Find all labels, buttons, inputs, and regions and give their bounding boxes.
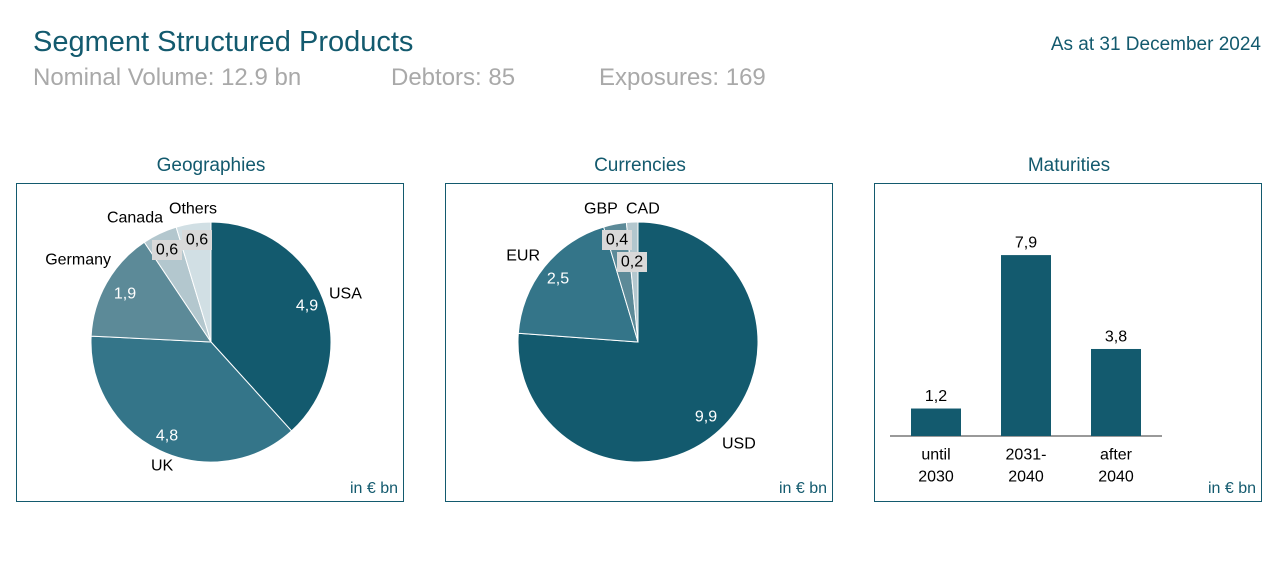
maturities-tick-label-2031-2040-line-2: 2040 xyxy=(1008,469,1044,486)
geographies-value-box-others xyxy=(182,230,212,250)
maturities-title: Maturities xyxy=(1027,155,1111,176)
maturities-tick-label-2031-2040-line-1: 2031- xyxy=(1006,447,1047,464)
currencies-value-box-cad xyxy=(617,252,647,272)
page-title: Segment Structured Products xyxy=(33,26,414,58)
stat-debtors: Debtors: 85 xyxy=(391,64,516,91)
geographies-label-uk: UK xyxy=(151,458,174,475)
maturities-bar-until-2030 xyxy=(911,408,961,436)
geographies-label-germany: Germany xyxy=(45,252,111,269)
stat-exposures: Exposures: 169 xyxy=(599,64,766,91)
maturities-bar-after-2040 xyxy=(1091,348,1141,436)
maturities-tick-label-until-2030-line-2: 2030 xyxy=(918,469,954,486)
geographies-value-canada: 0,6 xyxy=(156,242,178,259)
maturities-bar-2031-2040 xyxy=(1001,255,1051,436)
maturities-tick-label-after-2040-line-2: 2040 xyxy=(1098,469,1134,486)
geographies-value-uk: 4,8 xyxy=(156,428,178,445)
currencies-value-cad: 0,2 xyxy=(621,254,643,271)
geographies-panel: 4,9 USA 4,8 UK 1,9 Germany 0,6 Canada 0,6 Others … xyxy=(16,183,404,502)
currencies-pie-chart: 9,9 USD 2,5 EUR 0,4 GBP 0,2 CAD xyxy=(506,201,759,463)
currencies-label-eur: EUR xyxy=(506,248,540,265)
currencies-unit-label: in € bn xyxy=(778,480,827,497)
currencies-value-gbp: 0,4 xyxy=(606,232,628,249)
maturities-panel: 1,2 until 2030 7,9 2031- 2040 3,8 after 2040 in … xyxy=(874,183,1262,502)
currencies-title: Currencies xyxy=(594,155,686,176)
currencies-panel: 9,9 USD 2,5 EUR 0,4 GBP 0,2 CAD in € bn xyxy=(445,183,833,502)
currencies-value-usd: 9,9 xyxy=(695,409,717,426)
geographies-value-germany: 1,9 xyxy=(114,286,136,303)
geographies-value-others: 0,6 xyxy=(186,232,208,249)
geographies-label-canada: Canada xyxy=(107,210,163,227)
geographies-slice-germany xyxy=(90,241,212,343)
currencies-slice-eur xyxy=(517,226,639,343)
maturities-tick-label-until-2030-line-1: until xyxy=(921,447,950,464)
maturities-value-2031-2040: 7,9 xyxy=(1015,235,1037,252)
geographies-label-usa: USA xyxy=(329,286,362,303)
geographies-title: Geographies xyxy=(156,155,266,176)
geographies-slice-uk xyxy=(90,335,293,463)
report-date: As at 31 December 2024 xyxy=(1050,34,1261,55)
geographies-label-others: Others xyxy=(169,201,217,218)
currencies-label-gbp: GBP xyxy=(584,201,618,218)
geographies-value-box-canada xyxy=(152,240,182,260)
currencies-value-box-gbp xyxy=(602,230,632,250)
maturities-value-until-2030: 1,2 xyxy=(925,388,947,405)
geographies-slice-usa xyxy=(210,221,332,432)
currencies-label-cad: CAD xyxy=(626,201,660,218)
maturities-value-after-2040: 3,8 xyxy=(1105,328,1127,345)
geographies-unit-label: in € bn xyxy=(349,480,398,497)
stat-nominal-volume: Nominal Volume: 12.9 bn xyxy=(33,64,302,91)
currencies-value-eur: 2,5 xyxy=(547,271,569,288)
maturities-tick-label-after-2040-line-1: after xyxy=(1100,447,1133,464)
maturities-unit-label: in € bn xyxy=(1207,480,1256,497)
geographies-value-usa: 4,9 xyxy=(296,298,318,315)
currencies-slice-usd xyxy=(517,221,759,463)
maturities-bar-chart: 1,2 until 2030 7,9 2031- 2040 3,8 after 2040 xyxy=(890,235,1162,486)
currencies-label-usd: USD xyxy=(722,436,756,453)
geographies-slice-others xyxy=(175,221,212,343)
